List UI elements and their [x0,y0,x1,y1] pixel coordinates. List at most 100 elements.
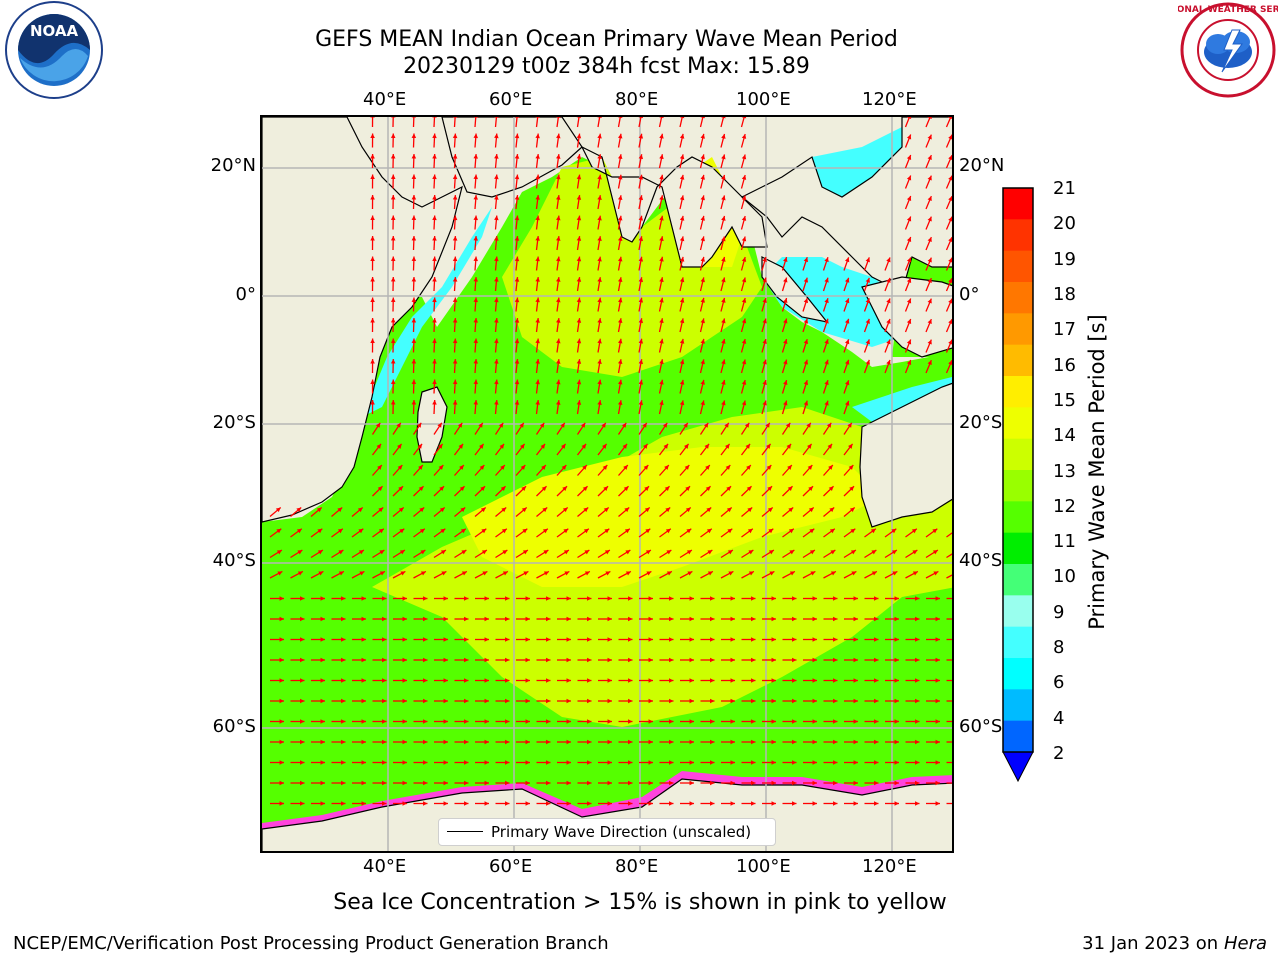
legend-label: Primary Wave Direction (unscaled) [491,823,752,841]
wave-direction-arrowhead [576,117,582,118]
wave-direction-arrowhead [803,339,809,345]
wave-direction-arrowhead [514,117,520,118]
wave-direction-arrowhead [812,596,817,601]
wave-direction-arrowhead [762,298,767,303]
wave-direction-arrowhead [927,339,932,345]
wave-direction-arrowhead [525,596,530,601]
wave-direction-arrowhead [915,657,920,663]
wave-direction-arrowhead [443,657,448,663]
wave-direction-arrowhead [494,154,499,159]
wave-direction-arrowhead [411,318,417,323]
wave-direction-arrowhead [546,657,551,663]
wave-direction-arrowhead [505,596,510,601]
wave-direction-arrowhead [915,616,920,622]
wave-direction-arrowhead [689,616,694,622]
lat-tick-left: 20°S [212,412,256,433]
wave-direction-arrowhead [628,801,633,806]
wave-direction-arrowhead [562,507,568,513]
colorbar-bin [1003,313,1033,346]
wave-direction-arrowhead [648,698,653,704]
wave-direction-arrowhead [443,596,448,601]
wave-direction-arrow [576,117,580,128]
wave-direction-arrow [556,117,560,128]
wave-direction-arrowhead [556,359,561,364]
wave-direction-arrowhead [710,596,715,601]
wave-direction-arrowhead [402,596,407,601]
wave-direction-arrowhead [853,719,858,724]
wave-direction-arrowhead [730,616,735,622]
wave-direction-arrowhead [587,596,592,601]
wave-direction-arrowhead [679,215,685,221]
wave-direction-arrowhead [628,616,633,622]
wave-direction-arrowhead [935,739,940,745]
wave-direction-arrowhead [679,236,685,242]
wave-direction-arrowhead [906,134,912,140]
wave-direction-arrowhead [382,739,387,745]
wave-direction-arrowhead [792,678,797,683]
wave-direction-arrowhead [279,678,284,683]
wave-direction-arrowhead [423,596,428,601]
wave-direction-arrowhead [771,637,776,642]
wave-direction-arrowhead [807,465,813,470]
wave-direction-arrowhead [452,117,458,118]
wave-direction-arrowhead [828,486,834,491]
wave-direction-arrowhead [452,215,458,221]
wave-direction-arrowhead [576,174,582,180]
wave-direction-arrowhead [679,133,685,139]
wave-direction-arrowhead [915,801,920,806]
wave-direction-arrowhead [337,507,343,513]
wave-direction-arrowhead [669,637,674,642]
wave-direction-arrowhead [514,215,520,221]
wave-direction-arrowhead [584,571,590,576]
wave-direction-arrowhead [300,678,305,683]
wave-direction-arrowhead [501,507,507,513]
wave-direction-arrowhead [706,507,712,513]
wave-direction-arrowhead [597,154,602,159]
wave-direction-arrowhead [452,195,458,200]
wave-direction-arrowhead [679,297,685,303]
wave-direction-arrowhead [915,739,920,745]
wave-direction-arrowhead [659,359,664,365]
wave-direction-arrowhead [500,486,506,491]
wave-direction-arrowhead [390,215,396,221]
wave-direction-arrowhead [480,507,486,513]
noaa-logo-icon: NOAA [2,0,106,108]
lon-tick-top: 60°E [489,89,533,110]
wave-direction-arrowhead [648,596,653,601]
wave-direction-arrowhead [679,195,685,201]
wave-direction-arrowhead [871,550,877,555]
wave-direction-arrowhead [320,698,325,704]
wave-direction-arrowhead [587,678,592,683]
wave-direction-arrowhead [771,739,776,745]
lat-tick-right: 20°S [959,412,1003,433]
wave-direction-arrowhead [502,550,508,555]
colorbar-bin [1003,658,1033,690]
wave-direction-arrowhead [478,422,483,428]
wave-direction-arrowhead [505,760,510,765]
wave-direction-arrowhead [669,760,674,765]
wave-direction-arrowhead [382,657,387,663]
wave-direction-arrowhead [886,298,891,304]
wave-direction-arrowhead [432,215,437,221]
wave-direction-arrowhead [849,507,855,513]
wave-direction-arrowhead [279,596,284,601]
wave-direction-arrowhead [684,443,689,449]
wave-direction-arrowhead [845,277,850,283]
wave-direction-arrowhead [638,379,644,385]
wave-direction-arrowhead [783,318,788,324]
wave-direction-arrowhead [894,760,899,765]
wave-direction-arrowhead [438,465,444,470]
wave-direction-arrowhead [768,528,774,534]
wave-direction-arrow [494,117,498,128]
wave-direction-arrowhead [725,443,730,449]
wave-direction-arrowhead [812,657,817,663]
wave-direction-arrowhead [546,698,551,704]
wave-direction-arrowhead [648,657,653,663]
wave-direction-arrowhead [317,550,323,555]
wave-direction-arrowhead [828,465,833,470]
wave-direction-arrowhead [705,486,711,491]
wave-direction-arrowhead [523,571,529,576]
wave-direction-arrowhead [341,719,346,724]
colorbar-tick-label: 6 [1053,672,1065,694]
wave-direction-arrowhead [911,528,917,534]
